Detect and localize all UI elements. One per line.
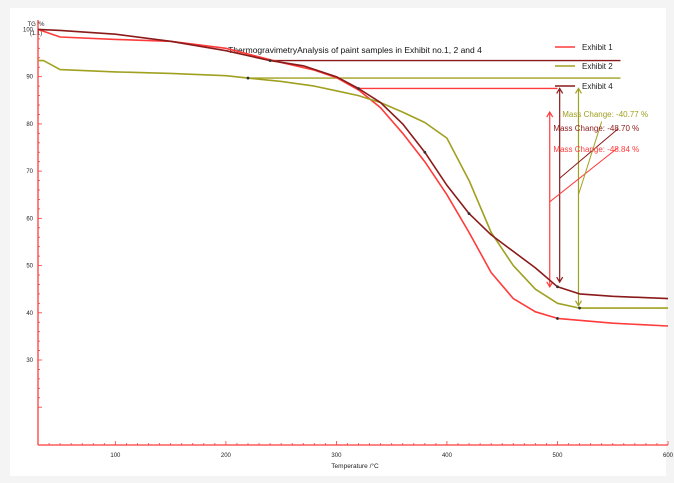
curve-marker bbox=[268, 59, 272, 63]
x-tick-label: 100 bbox=[110, 453, 121, 459]
y-tick-label: 90 bbox=[26, 75, 33, 81]
annotation-label: Mass Change: -48.84 % bbox=[553, 145, 639, 154]
annotation-label: Mass Change: -48.70 % bbox=[553, 124, 639, 133]
series-layer bbox=[37, 28, 669, 327]
curve-marker bbox=[246, 76, 250, 80]
curve-marker bbox=[556, 285, 559, 289]
curve-marker bbox=[357, 87, 360, 90]
y-tick-label: 60 bbox=[26, 216, 33, 222]
arrow-exhibit-1-tail bbox=[546, 110, 554, 118]
arrow-exhibit-4-tail bbox=[556, 87, 564, 94]
y-tick-label: 100 bbox=[23, 27, 34, 33]
y-tick-label: 40 bbox=[26, 311, 33, 317]
curve-marker bbox=[578, 306, 581, 310]
y-tick-label: 80 bbox=[26, 122, 33, 128]
annotations: Mass Change: -40.77 % Mass Change: -48.70… bbox=[553, 110, 648, 154]
x-tick-label: 300 bbox=[331, 453, 342, 459]
y-tick-label: 70 bbox=[26, 169, 33, 175]
legend-label: Exhibit 1 bbox=[582, 43, 613, 52]
arrow-exhibit-1-head bbox=[546, 281, 554, 288]
x-tick-label: 600 bbox=[663, 453, 674, 459]
arrow-exhibit-2-head bbox=[574, 300, 582, 307]
y-axis-label: TG /% bbox=[27, 22, 45, 28]
legend-label: Exhibit 4 bbox=[582, 82, 613, 91]
leader-exhibit-4 bbox=[559, 128, 619, 179]
legend-label: Exhibit 2 bbox=[582, 62, 613, 71]
chart-title: ThermogravimetryAnalysis of paint sample… bbox=[228, 45, 482, 55]
curve-marker bbox=[556, 317, 559, 320]
curve-marker bbox=[467, 212, 471, 216]
y-axis-label-sub: (1.1) bbox=[30, 31, 42, 37]
x-axis-label: Temperature /°C bbox=[331, 462, 379, 470]
leader-exhibit-2 bbox=[577, 121, 603, 195]
arrow-exhibit-2-tail bbox=[574, 87, 582, 94]
axes: 100 200 300 400 500 600 30 40 50 60 70 80 90 100 bbox=[23, 20, 674, 459]
y-tick-label: 50 bbox=[26, 264, 33, 270]
curve-marker bbox=[423, 150, 427, 154]
x-tick-label: 400 bbox=[442, 453, 453, 459]
annotation-label: Mass Change: -40.77 % bbox=[562, 110, 648, 119]
x-tick-label: 500 bbox=[552, 453, 563, 459]
y-tick-label: 30 bbox=[26, 358, 33, 364]
series-line-exhibit-4 bbox=[37, 28, 669, 300]
legend: Exhibit 1 Exhibit 2 Exhibit 4 bbox=[555, 43, 613, 91]
x-tick-label: 200 bbox=[221, 453, 232, 459]
leader-exhibit-1 bbox=[549, 147, 619, 203]
mass-change-guides bbox=[248, 59, 621, 307]
arrow-exhibit-4-head bbox=[556, 276, 564, 284]
